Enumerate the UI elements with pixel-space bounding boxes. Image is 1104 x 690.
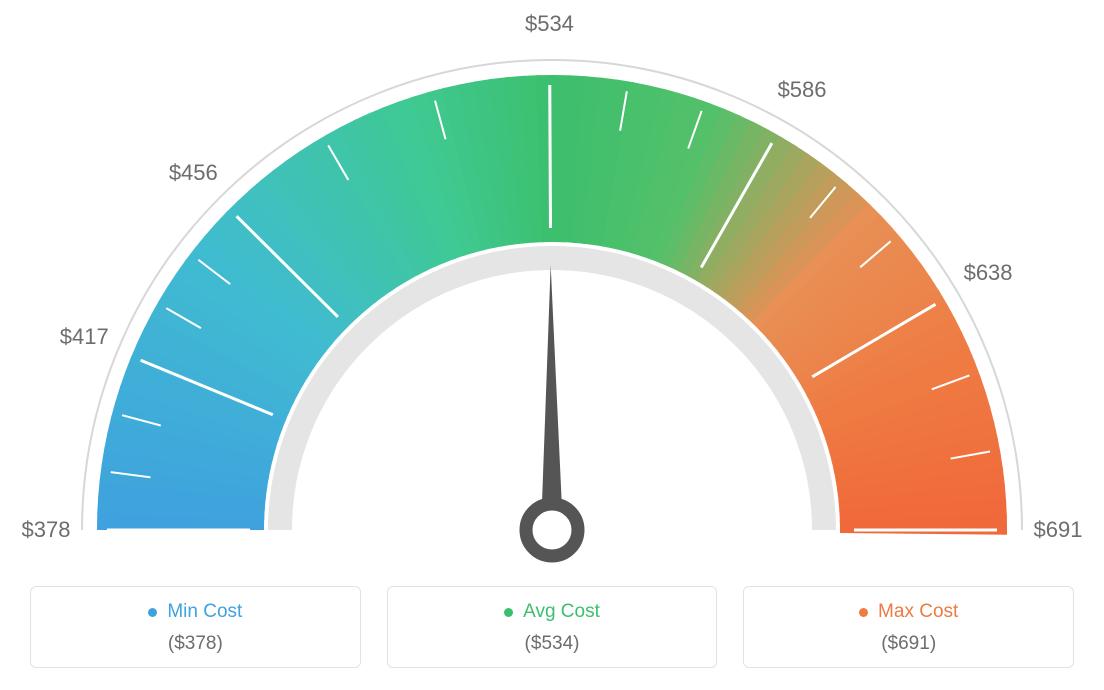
gauge-tick-label: $456: [169, 160, 218, 186]
legend-value-max: ($691): [754, 633, 1063, 655]
legend-value-avg: ($534): [398, 633, 707, 655]
gauge-svg: [0, 0, 1104, 570]
legend-title-avg: Avg Cost: [504, 601, 600, 623]
legend-dot-icon: [148, 608, 157, 617]
legend-label-max: Max Cost: [878, 601, 958, 623]
legend-title-max: Max Cost: [859, 601, 958, 623]
legend-title-min: Min Cost: [148, 601, 242, 623]
legend-label-min: Min Cost: [167, 601, 242, 623]
legend-card-min: Min Cost ($378): [30, 586, 361, 668]
gauge-tick-label: $638: [964, 260, 1013, 286]
gauge-tick-label: $417: [60, 324, 109, 350]
cost-gauge-container: $378 $417 $456 $534 $586 $638 $691 Min Cost ($…: [0, 0, 1104, 690]
gauge-chart: $378 $417 $456 $534 $586 $638 $691: [0, 0, 1104, 570]
legend-row: Min Cost ($378) Avg Cost ($534) Max Cost…: [0, 586, 1104, 668]
legend-value-min: ($378): [41, 633, 350, 655]
legend-dot-icon: [859, 608, 868, 617]
legend-dot-icon: [504, 608, 513, 617]
legend-card-avg: Avg Cost ($534): [387, 586, 718, 668]
gauge-tick-label: $586: [778, 77, 827, 103]
gauge-tick-label: $534: [525, 11, 574, 37]
gauge-tick-label: $691: [1034, 517, 1083, 543]
legend-label-avg: Avg Cost: [523, 601, 600, 623]
legend-card-max: Max Cost ($691): [743, 586, 1074, 668]
gauge-tick-label: $378: [22, 517, 71, 543]
